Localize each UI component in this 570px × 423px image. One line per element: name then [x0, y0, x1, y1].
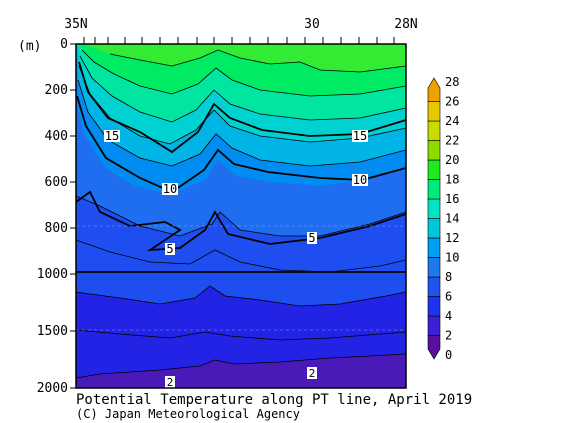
y-tick-label-2000: 2000 — [37, 381, 68, 396]
chart-title: Potential Temperature along PT line, Apr… — [76, 392, 472, 408]
contour-label-bg-2a — [165, 376, 175, 388]
contour-label-5a: 5 — [166, 242, 173, 256]
x-tick-label-30: 30 — [304, 17, 320, 32]
colorbar-swatch — [427, 237, 441, 258]
contour-label-15b: 15 — [353, 129, 367, 143]
colorbar-tick-label: 12 — [445, 231, 459, 245]
colorbar-swatch — [427, 140, 441, 161]
contour-label-5b: 5 — [308, 231, 315, 245]
contour-10 — [76, 95, 407, 194]
colorbar-tick-label: 26 — [445, 95, 459, 109]
colorbar-swatch — [427, 315, 441, 336]
colorbar-tick-label: 0 — [445, 348, 452, 362]
y-axis-labels: (m) 0 200 400 600 800 1000 1500 2000 — [18, 37, 68, 396]
colorbar-tick-label: 6 — [445, 290, 452, 304]
colorbar-tick-label: 2 — [445, 329, 452, 343]
y-axis-unit: (m) — [18, 39, 41, 54]
plot-frame — [75, 43, 407, 389]
contour-5 — [75, 190, 407, 252]
y-tick-label-1000: 1000 — [37, 267, 68, 282]
plot-area: 15 15 10 10 5 5 2 2 — [75, 43, 407, 389]
contour-label-2a: 2 — [167, 376, 174, 389]
colorbar-swatch — [427, 159, 441, 180]
contour-15 — [78, 61, 407, 154]
colorbar-tick-label: 20 — [445, 153, 459, 167]
colorbar-swatch — [427, 257, 441, 278]
contour-1 — [75, 353, 407, 379]
station-ticks — [83, 37, 395, 44]
colorbar-tick-label: 28 — [445, 75, 459, 89]
colorbar-swatch — [427, 77, 441, 102]
y-axis-ticks — [70, 43, 76, 389]
band-18-20 — [84, 44, 406, 72]
x-tick-label-28n: 28N — [394, 17, 417, 32]
contour-label-bg-5a — [165, 243, 175, 255]
contour-label-bg-10a — [162, 183, 178, 195]
colorbar-tick-label: 22 — [445, 134, 459, 148]
colorbar-swatch — [427, 120, 441, 141]
y-tick-label-400: 400 — [45, 129, 68, 144]
y-tick-label-0: 0 — [60, 37, 68, 52]
contour-4 — [75, 285, 407, 307]
contour-6 — [75, 239, 407, 273]
x-axis-labels: 35N 30 28N — [64, 17, 417, 32]
contour-17 — [81, 49, 407, 97]
contour-label-2b: 2 — [309, 367, 316, 380]
colorbar-swatch — [427, 276, 441, 297]
band-0-2 — [76, 354, 406, 388]
contour-label-bg-15a — [104, 130, 120, 142]
colorbar-tick-label: 16 — [445, 192, 459, 206]
colorbar-swatch — [427, 335, 441, 360]
colorbar-swatch — [427, 179, 441, 200]
depth-gridlines — [76, 225, 406, 331]
colorbar-tick-label: 18 — [445, 173, 459, 187]
colorbar-tick-label: 14 — [445, 212, 459, 226]
contour-8 — [75, 195, 407, 237]
thick-contours — [75, 61, 407, 273]
contour-label-bg-10b — [352, 174, 368, 186]
colorbar-swatch — [427, 198, 441, 219]
contour-16 — [79, 55, 407, 123]
contour-label-bg-5b — [307, 232, 317, 244]
contour-label-group: 15 15 10 10 5 5 2 2 — [104, 129, 368, 389]
contour-label-10a: 10 — [163, 182, 177, 196]
colorbar-tick-label: 10 — [445, 251, 459, 265]
contour-label-bg-2b — [307, 367, 317, 379]
contour-label-bg-15b — [352, 130, 368, 142]
x-tick-label-35n: 35N — [64, 17, 87, 32]
colorbar-swatch — [427, 101, 441, 122]
contour-19 — [109, 49, 407, 73]
colorbar-tick-label: 24 — [445, 114, 459, 128]
contour-label-10b: 10 — [353, 173, 367, 187]
y-tick-label-200: 200 — [45, 83, 68, 98]
contour-3 — [75, 329, 407, 341]
y-tick-label-800: 800 — [45, 221, 68, 236]
chart-credit: (C) Japan Meteorological Agency — [76, 407, 300, 421]
colorbar-swatch — [427, 296, 441, 317]
contour-label-15a: 15 — [105, 129, 119, 143]
y-tick-label-600: 600 — [45, 175, 68, 190]
y-tick-label-1500: 1500 — [37, 324, 68, 339]
colorbar-tick-label: 8 — [445, 270, 452, 284]
colorbar-swatch — [427, 218, 441, 239]
colorbar-tick-label: 4 — [445, 309, 452, 323]
